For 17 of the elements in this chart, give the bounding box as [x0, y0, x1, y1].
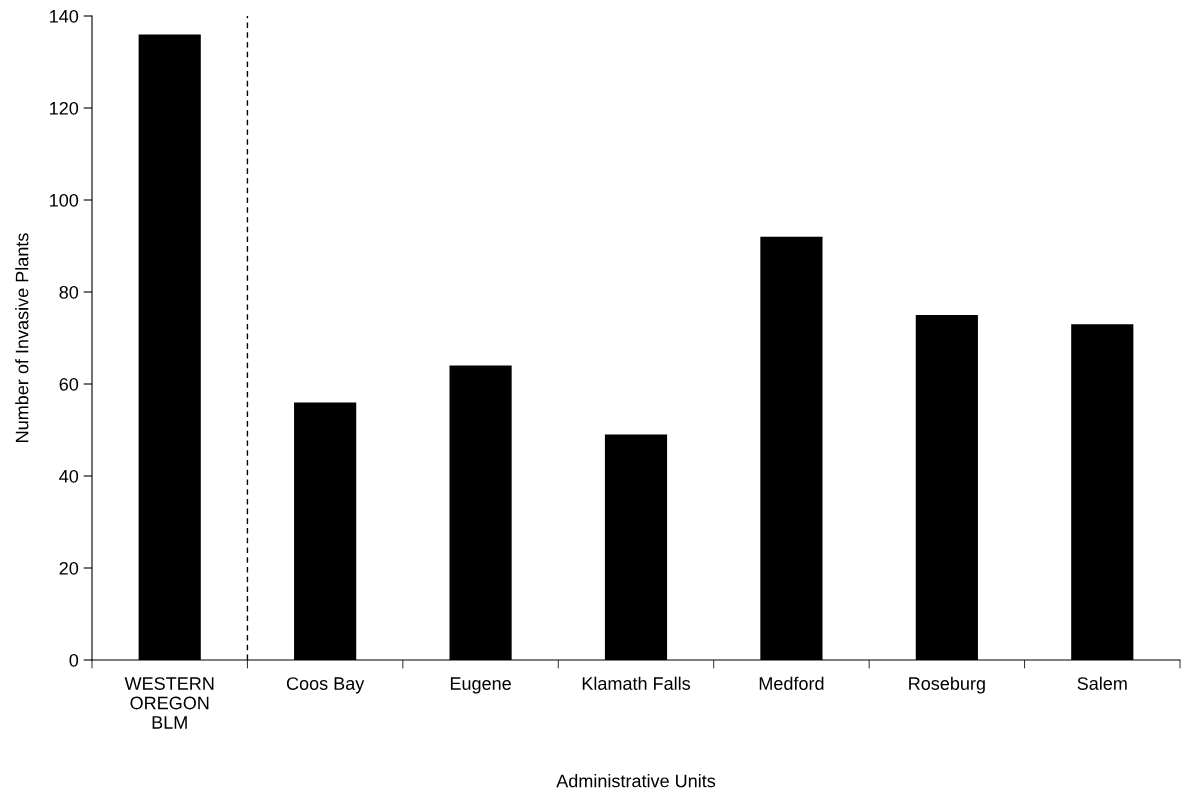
x-tick-label: WESTERN OREGON BLM — [124, 677, 214, 729]
y-axis-title: Number of Invasive Plants — [15, 233, 29, 442]
x-tick-label: Klamath Falls — [582, 676, 691, 690]
y-tick-label: 100 — [50, 193, 79, 207]
y-tick-label: 20 — [59, 561, 79, 575]
y-tick-label: 80 — [59, 285, 79, 299]
y-tick-label: 120 — [50, 101, 79, 115]
x-tick-label: Eugene — [450, 677, 511, 694]
y-tick-label: 60 — [59, 377, 79, 391]
y-tick-label: 0 — [69, 653, 79, 667]
x-tick-label: Coos Bay — [286, 677, 365, 694]
x-tick-label: Roseburg — [909, 676, 985, 694]
y-tick-label: 40 — [59, 469, 79, 483]
x-axis-title: Administrative Units — [556, 774, 716, 788]
x-tick-label: Medford — [759, 676, 824, 690]
x-tick-label: Salem — [1077, 676, 1127, 690]
y-tick-label: 140 — [50, 9, 79, 23]
